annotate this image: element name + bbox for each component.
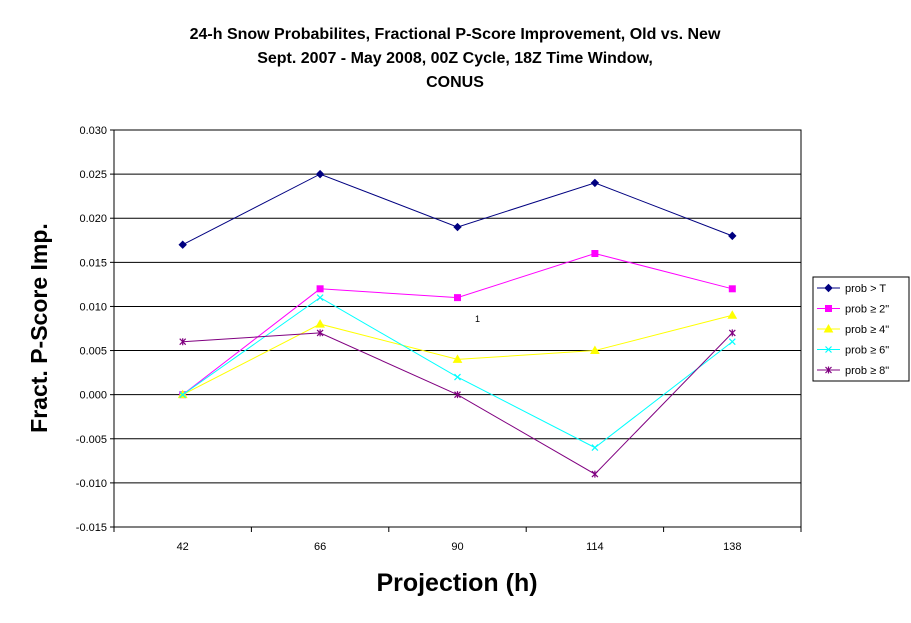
legend-label: prob ≥ 4"	[845, 324, 889, 336]
data-point	[316, 285, 324, 293]
plot-border	[113, 129, 802, 528]
y-tick-label: -0.015	[76, 522, 107, 534]
data-point	[590, 345, 600, 355]
y-tick-label: 0.030	[79, 125, 107, 137]
legend-label: prob > T	[845, 283, 886, 295]
x-tick-label: 114	[586, 541, 604, 553]
data-point	[823, 323, 834, 333]
plot-background	[114, 130, 801, 527]
data-point	[727, 310, 738, 319]
legend: prob > T prob ≥ 2" prob ≥ 4" prob ≥ 6" prob …	[812, 276, 910, 382]
x-tick-label: 42	[177, 541, 189, 553]
data-point	[825, 305, 832, 312]
y-tick-label: 0.000	[79, 390, 107, 402]
data-point	[591, 470, 599, 478]
x-axis-title: Projection (h)	[376, 569, 537, 597]
data-point	[728, 338, 736, 346]
y-tick-label: -0.005	[76, 434, 107, 446]
y-tick-label: 0.005	[79, 346, 107, 358]
data-point	[824, 283, 833, 293]
legend-label: prob ≥ 2"	[845, 304, 889, 316]
y-tick-label: 0.020	[79, 213, 107, 225]
data-point	[452, 354, 463, 363]
data-point	[179, 338, 187, 346]
data-point	[453, 222, 462, 232]
x-tick-label: 66	[314, 541, 326, 553]
data-point	[728, 329, 736, 337]
x-tick-label: 138	[723, 541, 741, 553]
data-point	[728, 285, 736, 293]
y-axis-title: Fract. P-Score Imp.	[26, 223, 52, 433]
y-tick-label: -0.010	[76, 478, 107, 490]
data-point	[316, 329, 324, 337]
y-tick-label: 0.015	[79, 257, 107, 269]
y-tick-label: 0.010	[79, 301, 107, 313]
chart-annotation: 1	[475, 314, 480, 324]
legend-label: prob ≥ 8"	[845, 365, 889, 377]
data-point	[454, 373, 461, 381]
y-tick-label: 0.025	[79, 169, 107, 181]
data-point	[179, 391, 187, 399]
data-point	[315, 319, 325, 328]
data-point	[591, 250, 599, 258]
data-point	[825, 366, 832, 374]
data-point	[316, 294, 324, 302]
plot-area: 0.030 0.025 0.020 0.015 0.010 0.005 0.000 -0.00…	[76, 125, 802, 553]
legend-label: prob ≥ 6"	[845, 345, 889, 357]
x-tick-label: 90	[451, 541, 463, 553]
data-point	[591, 444, 599, 452]
data-point	[454, 391, 461, 399]
data-point	[590, 178, 600, 188]
data-point	[315, 169, 325, 179]
data-point	[728, 231, 737, 241]
chart-title-line-1: 24-h Snow Probabilites, Fractional P-Sco…	[190, 26, 721, 43]
data-point	[178, 240, 187, 249]
chart-title-line-2: Sept. 2007 - May 2008, 00Z Cycle, 18Z Ti…	[257, 50, 653, 67]
chart-title-line-3: CONUS	[426, 74, 484, 91]
data-point	[454, 294, 461, 302]
data-point	[825, 346, 832, 353]
